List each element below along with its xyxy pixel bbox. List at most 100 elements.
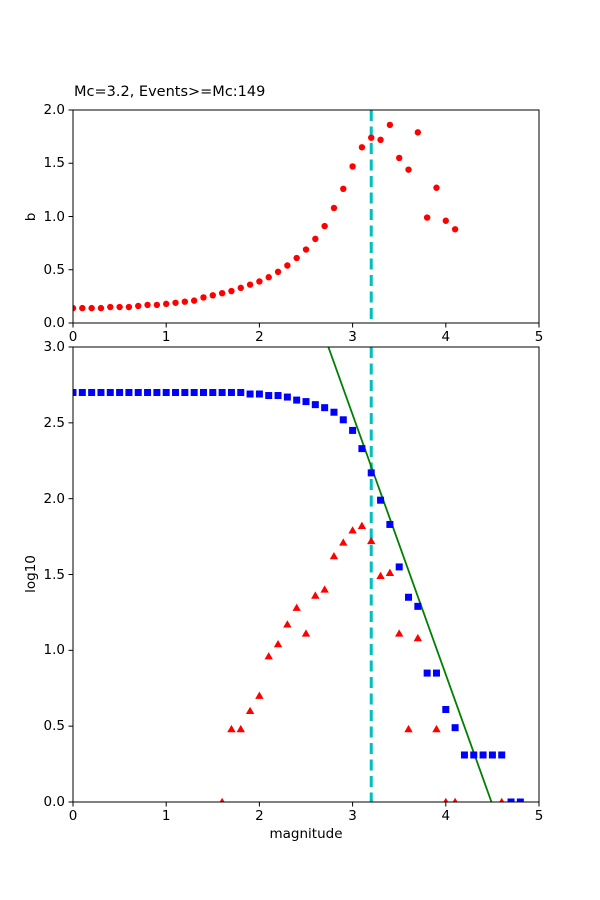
data-point [293,396,301,404]
data-point [432,669,440,677]
data-point [339,416,347,424]
data-point [479,751,487,759]
data-point [451,724,459,732]
gr-fit-line [327,347,493,802]
axes-frame [72,346,540,803]
data-point [265,274,272,281]
data-point [339,538,348,546]
data-point [423,669,431,677]
subplot-bvalue [68,109,540,328]
x-tick-label: 2 [255,808,264,824]
data-point [432,724,441,733]
data-point [97,389,105,396]
data-point [125,389,133,396]
y-tick-label: 1.0 [43,208,65,225]
axes-frame [72,109,540,324]
y-tick-label: 0.0 [43,794,65,810]
data-point [460,751,468,759]
data-point [283,620,292,628]
data-point [405,166,412,173]
data-point [106,389,114,396]
y-tick-label: 0.0 [43,315,65,331]
data-point [274,392,282,400]
data-point [302,398,310,406]
data-point [209,389,217,396]
data-point [404,724,413,733]
data-point [227,724,236,733]
bin-counts-series [219,521,505,802]
x-tick-label: 1 [161,329,171,345]
x-tick-label: 0 [68,329,78,345]
data-point [78,389,86,396]
data-point [423,214,431,221]
data-point [349,426,357,434]
subplot-counts [68,346,540,807]
data-point [433,184,440,191]
data-point [321,222,328,230]
x-tick-label: 3 [348,329,357,345]
data-point [451,226,459,233]
data-point [340,185,347,193]
data-point [377,496,385,504]
y-tick-label: 0.5 [43,261,65,278]
data-point [219,797,225,802]
data-point [377,136,384,144]
data-point [414,602,422,610]
data-point [245,706,255,714]
x-tick-label: 5 [534,329,544,345]
y-tick-label: 1.5 [43,155,65,172]
data-point [135,302,142,310]
data-point [367,469,375,477]
data-point [349,163,356,170]
data-point [321,404,329,412]
data-point [367,536,376,545]
data-point [237,389,245,396]
data-point [172,389,180,396]
x-tick-label: 2 [255,329,264,345]
data-point [116,303,123,311]
data-point [218,389,226,396]
data-point [107,303,114,311]
data-point [162,389,170,396]
data-point [385,568,395,576]
x-tick-label: 1 [161,808,171,824]
gr-fit-line-series [327,347,493,802]
x-tick-label: 5 [534,808,544,824]
y-tick-label: 2.0 [43,490,65,507]
data-point [255,390,263,398]
plot-title: Mc=3.2, Events>=Mc:149 [74,84,266,100]
data-point [200,294,207,301]
data-point [227,389,235,396]
data-point [284,262,291,269]
data-point [125,303,133,311]
data-point [79,304,86,312]
data-point [395,563,403,571]
data-point [329,552,339,560]
data-point [413,633,423,642]
data-point [88,389,96,396]
data-point [311,401,319,409]
x-tick-label: 3 [348,808,357,824]
x-axis-label: magnitude [269,826,343,842]
data-point [97,304,105,312]
data-point [330,408,338,416]
y-tick-label: 1.0 [43,642,65,659]
x-tick-label: 4 [441,329,451,345]
data-point [386,520,394,528]
data-point [312,235,319,243]
x-tick-label: 0 [68,808,78,824]
data-point [292,603,301,611]
data-point [470,751,478,759]
data-point [265,392,273,400]
data-point [237,284,244,292]
data-point [348,526,357,534]
data-point [73,389,77,396]
data-point [274,268,282,276]
data-point [405,593,413,601]
data-point [199,389,207,396]
data-point [414,129,422,136]
data-point [190,389,198,396]
data-point [172,299,179,306]
data-point [311,591,320,599]
